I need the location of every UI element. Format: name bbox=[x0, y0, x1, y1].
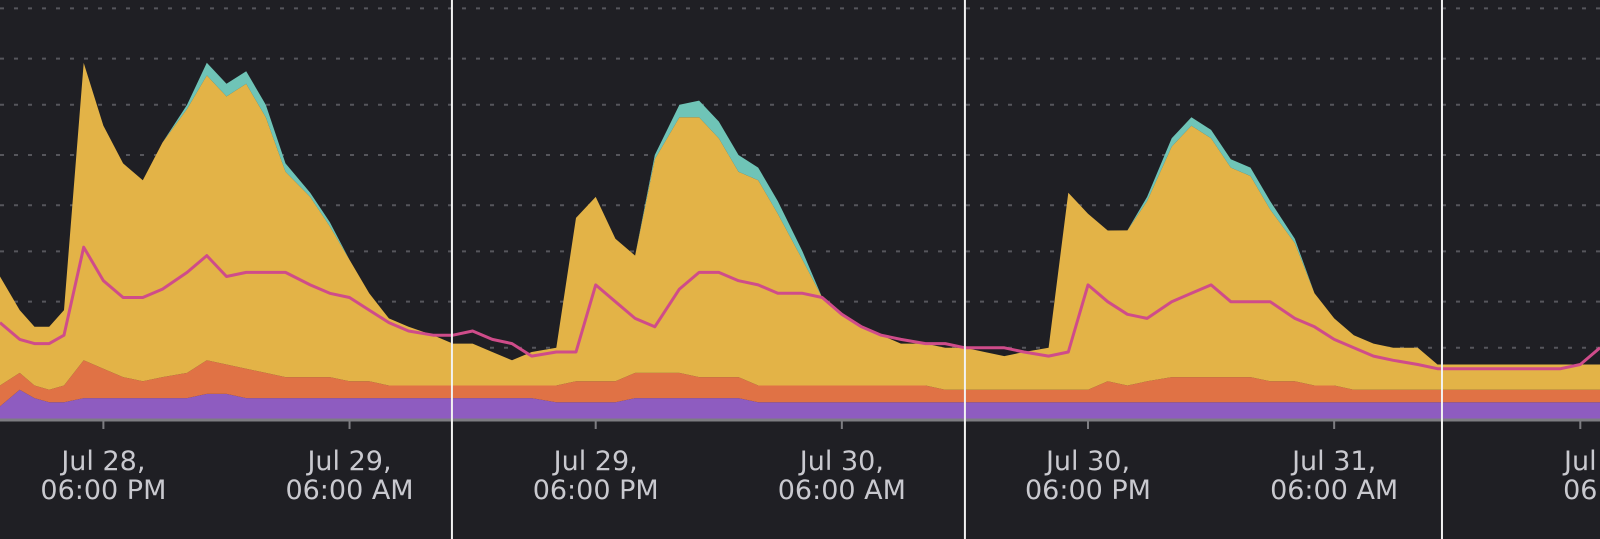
x-tick-label-2: Jul 29, 06:00 PM bbox=[533, 446, 659, 506]
stacked-areas bbox=[0, 62, 1600, 419]
x-tick-label-1-line-0: Jul 29, bbox=[305, 446, 391, 477]
x-tick-label-6-line-0: Jul bbox=[1562, 446, 1597, 477]
x-tick-label-2-line-0: Jul 29, bbox=[552, 446, 638, 477]
day-dividers bbox=[450, 0, 1443, 539]
x-tick-label-1-line-1: 06:00 AM bbox=[285, 475, 413, 506]
x-tick-label-2-line-1: 06:00 PM bbox=[533, 475, 659, 506]
x-tick-label-5-line-1: 06:00 AM bbox=[1270, 475, 1398, 506]
x-tick-label-4: Jul 30, 06:00 PM bbox=[1025, 446, 1151, 506]
x-tick-label-0-line-1: 06:00 PM bbox=[40, 475, 166, 506]
x-tick-label-3-line-0: Jul 30, bbox=[798, 446, 884, 477]
x-tick-label-1: Jul 29, 06:00 AM bbox=[285, 446, 413, 506]
x-tick-label-5-line-0: Jul 31, bbox=[1290, 446, 1376, 477]
area-orange bbox=[0, 360, 1600, 407]
x-axis bbox=[0, 418, 1600, 429]
x-tick-label-4-line-0: Jul 30, bbox=[1044, 446, 1130, 477]
line-line bbox=[0, 245, 1600, 371]
x-tick-label-4-line-1: 06:00 PM bbox=[1025, 475, 1151, 506]
x-tick-label-6: Jul 06 bbox=[1562, 446, 1597, 506]
x-tick-label-3: Jul 30, 06:00 AM bbox=[778, 446, 906, 506]
series-line bbox=[0, 245, 1600, 371]
area-yellow bbox=[0, 62, 1600, 390]
x-tick-label-0-line-0: Jul 28, bbox=[59, 446, 145, 477]
x-tick-label-3-line-1: 06:00 AM bbox=[778, 475, 906, 506]
x-tick-label-5: Jul 31, 06:00 AM bbox=[1270, 446, 1398, 506]
x-tick-label-0: Jul 28, 06:00 PM bbox=[40, 446, 166, 506]
area-purple bbox=[0, 389, 1600, 419]
x-tick-label-6-line-1: 06 bbox=[1563, 475, 1597, 506]
